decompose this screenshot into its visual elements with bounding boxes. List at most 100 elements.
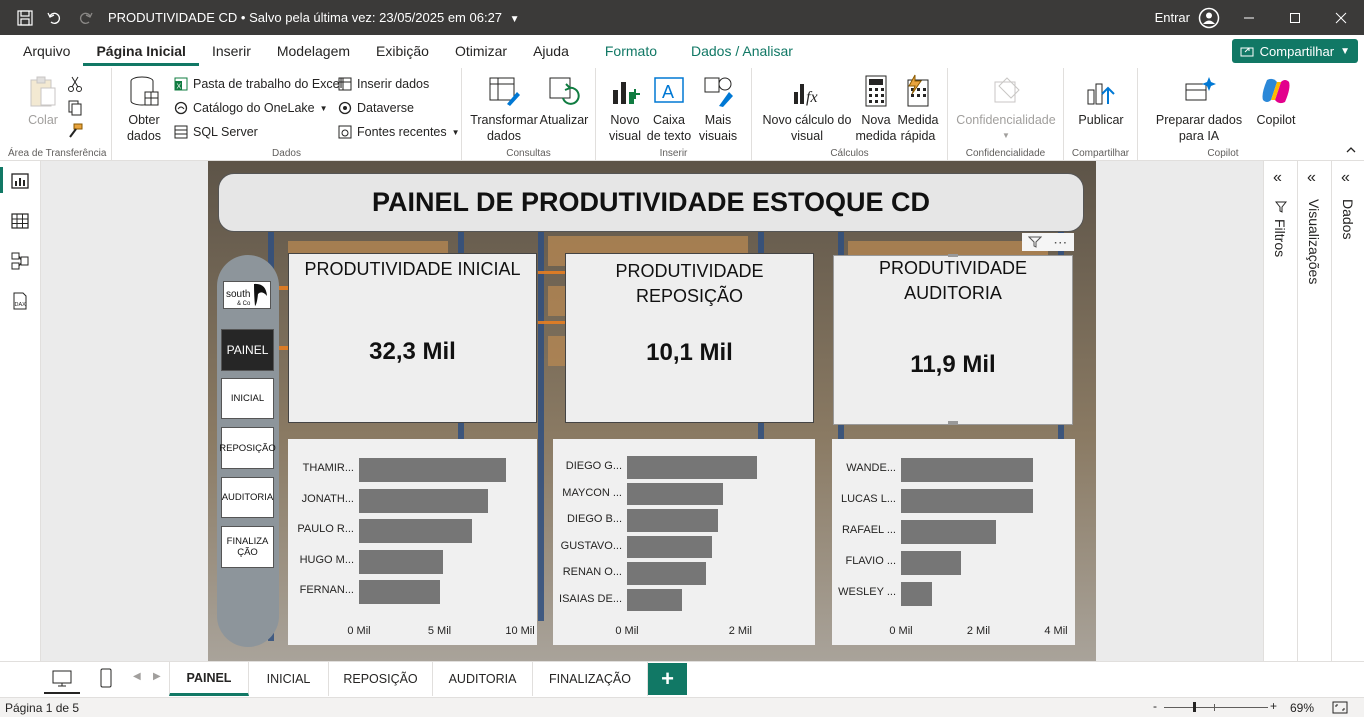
bar[interactable] <box>627 482 724 505</box>
transform-data-button[interactable]: Transformar dados <box>470 74 538 144</box>
dataverse-button[interactable]: Dataverse <box>338 98 414 118</box>
resize-handle[interactable] <box>948 254 958 257</box>
bar[interactable] <box>901 582 932 606</box>
tab-otimizar[interactable]: Otimizar <box>454 42 508 59</box>
bar[interactable] <box>359 458 506 482</box>
expand-visualizations-icon[interactable]: « <box>1307 169 1316 186</box>
kpi-card-inicial[interactable]: PRODUTIVIDADE INICIAL 32,3 Mil <box>288 253 537 423</box>
more-visuals-button[interactable]: Mais visuais <box>694 74 742 144</box>
refresh-button[interactable]: Atualizar <box>538 74 590 128</box>
bar[interactable] <box>359 519 472 543</box>
dax-query-view-icon[interactable]: DAX <box>10 291 30 311</box>
bar-chart-reposicao[interactable]: DIEGO G... MAYCON ... DIEGO B... GUSTAVO...… <box>553 439 815 645</box>
onelake-button[interactable]: Catálogo do OneLake ▼ <box>174 98 328 118</box>
collapse-ribbon-icon[interactable] <box>1346 146 1356 154</box>
page-tab-inicial[interactable]: INICIAL <box>249 662 329 696</box>
account-icon[interactable] <box>1198 7 1220 29</box>
page-tab-auditoria[interactable]: AUDITORIA <box>433 662 533 696</box>
sql-button[interactable]: SQL Server <box>174 122 258 142</box>
share-button[interactable]: Compartilhar ▼ <box>1231 39 1358 63</box>
bar[interactable] <box>627 535 712 558</box>
more-options-icon[interactable]: ⋯ <box>1053 233 1069 250</box>
text-box-button[interactable]: A Caixa de texto <box>646 74 692 144</box>
model-view-icon[interactable] <box>10 251 30 271</box>
next-page-icon[interactable]: ▶ <box>153 671 161 682</box>
bar[interactable] <box>627 588 682 611</box>
report-view-icon[interactable] <box>10 171 30 191</box>
add-page-button[interactable]: + <box>648 663 687 695</box>
visualizations-pane-label[interactable]: Visualizações <box>1306 199 1322 285</box>
excel-button[interactable]: X Pasta de trabalho do Excel <box>174 74 342 94</box>
maximize-button[interactable] <box>1272 0 1318 35</box>
undo-icon[interactable] <box>44 7 66 29</box>
tab-dados-analisar[interactable]: Dados / Analisar <box>691 42 793 59</box>
mobile-layout-icon[interactable] <box>100 668 112 688</box>
page-tab-painel[interactable]: PAINEL <box>169 662 249 696</box>
tab-arquivo[interactable]: Arquivo <box>23 42 71 59</box>
save-icon[interactable] <box>14 7 36 29</box>
bar[interactable] <box>359 580 440 604</box>
bar[interactable] <box>627 509 718 532</box>
kpi-card-auditoria[interactable]: PRODUTIVIDADE AUDITORIA 11,9 Mil <box>833 255 1073 425</box>
sign-in-link[interactable]: Entrar <box>1154 10 1190 25</box>
page-tab-finalizacao[interactable]: FINALIZAÇÃO <box>533 662 648 696</box>
tab-exibicao[interactable]: Exibição <box>376 42 429 59</box>
format-painter-icon[interactable] <box>67 123 83 139</box>
zoom-out-button[interactable]: - <box>1153 699 1157 713</box>
new-measure-button[interactable]: Nova medida <box>854 74 898 144</box>
expand-data-icon[interactable]: « <box>1341 169 1350 186</box>
nav-button-painel[interactable]: PAINEL <box>221 329 274 371</box>
fit-to-page-icon[interactable] <box>1332 701 1348 714</box>
desktop-layout-icon[interactable] <box>52 670 72 688</box>
copy-icon[interactable] <box>67 100 83 116</box>
chevron-down-icon[interactable]: ▼ <box>509 14 520 25</box>
enter-data-button[interactable]: Inserir dados <box>338 74 429 94</box>
data-pane-label[interactable]: Dados <box>1340 199 1356 240</box>
close-button[interactable] <box>1318 0 1364 35</box>
nav-button-finalizacao[interactable]: FINALIZAÇÃO <box>221 526 274 568</box>
bar[interactable] <box>901 551 962 575</box>
cut-icon[interactable] <box>67 76 83 92</box>
tab-pagina-inicial[interactable]: Página Inicial <box>83 35 200 66</box>
bar[interactable] <box>359 488 488 513</box>
sensitivity-button[interactable]: Confidencialidade ▼ <box>956 74 1056 144</box>
resize-handle[interactable] <box>948 421 958 424</box>
paste-button[interactable]: Colar <box>26 74 60 128</box>
filters-pane-label[interactable]: Filtros <box>1272 219 1288 258</box>
bar[interactable] <box>627 562 707 585</box>
tab-ajuda[interactable]: Ajuda <box>533 42 569 59</box>
bar-chart-inicial[interactable]: THAMIR... JONATH... PAULO R... HUGO M... FER… <box>288 439 537 645</box>
new-visual-calc-button[interactable]: fx Novo cálculo do visual <box>758 74 856 144</box>
new-visual-button[interactable]: Novo visual <box>604 74 646 144</box>
previous-page-icon[interactable]: ◀ <box>133 671 141 682</box>
filter-icon[interactable] <box>1027 236 1042 248</box>
group-label-queries: Consultas <box>506 148 551 159</box>
tab-inserir[interactable]: Inserir <box>211 42 251 59</box>
tab-formato[interactable]: Formato <box>604 42 657 59</box>
zoom-in-button[interactable]: + <box>1270 699 1278 713</box>
prepare-data-ai-button[interactable]: Preparar dados para IA <box>1146 74 1252 144</box>
bar-chart-auditoria[interactable]: WANDE... LUCAS L... RAFAEL ... FLAVIO ... WE… <box>832 439 1075 645</box>
nav-button-auditoria[interactable]: AUDITORIA <box>221 477 274 518</box>
expand-filters-icon[interactable]: « <box>1273 169 1282 186</box>
tab-modelagem[interactable]: Modelagem <box>276 42 351 59</box>
table-view-icon[interactable] <box>10 211 30 231</box>
quick-measure-button[interactable]: Medida rápida <box>896 74 940 144</box>
kpi-card-reposicao[interactable]: PRODUTIVIDADE REPOSIÇÃO 10,1 Mil <box>565 253 814 423</box>
page-tab-reposicao[interactable]: REPOSIÇÃO <box>329 662 433 696</box>
get-data-button[interactable]: Obter dados <box>120 74 168 144</box>
bar[interactable] <box>901 489 1033 513</box>
zoom-slider-thumb[interactable] <box>1193 702 1196 712</box>
zoom-slider[interactable] <box>1164 707 1268 708</box>
bar[interactable] <box>901 520 996 544</box>
copilot-button[interactable]: Copilot <box>1250 74 1302 128</box>
publish-button[interactable]: Publicar <box>1074 74 1128 128</box>
bar[interactable] <box>627 456 758 479</box>
minimize-button[interactable] <box>1226 0 1272 35</box>
recent-sources-button[interactable]: Fontes recentes ▼ <box>338 122 460 142</box>
nav-button-inicial[interactable]: INICIAL <box>221 378 274 419</box>
document-title[interactable]: PRODUTIVIDADE CD • Salvo pela última vez… <box>108 10 520 25</box>
bar[interactable] <box>901 458 1033 482</box>
nav-button-reposicao[interactable]: REPOSIÇÃO <box>219 427 276 469</box>
bar[interactable] <box>359 549 443 574</box>
